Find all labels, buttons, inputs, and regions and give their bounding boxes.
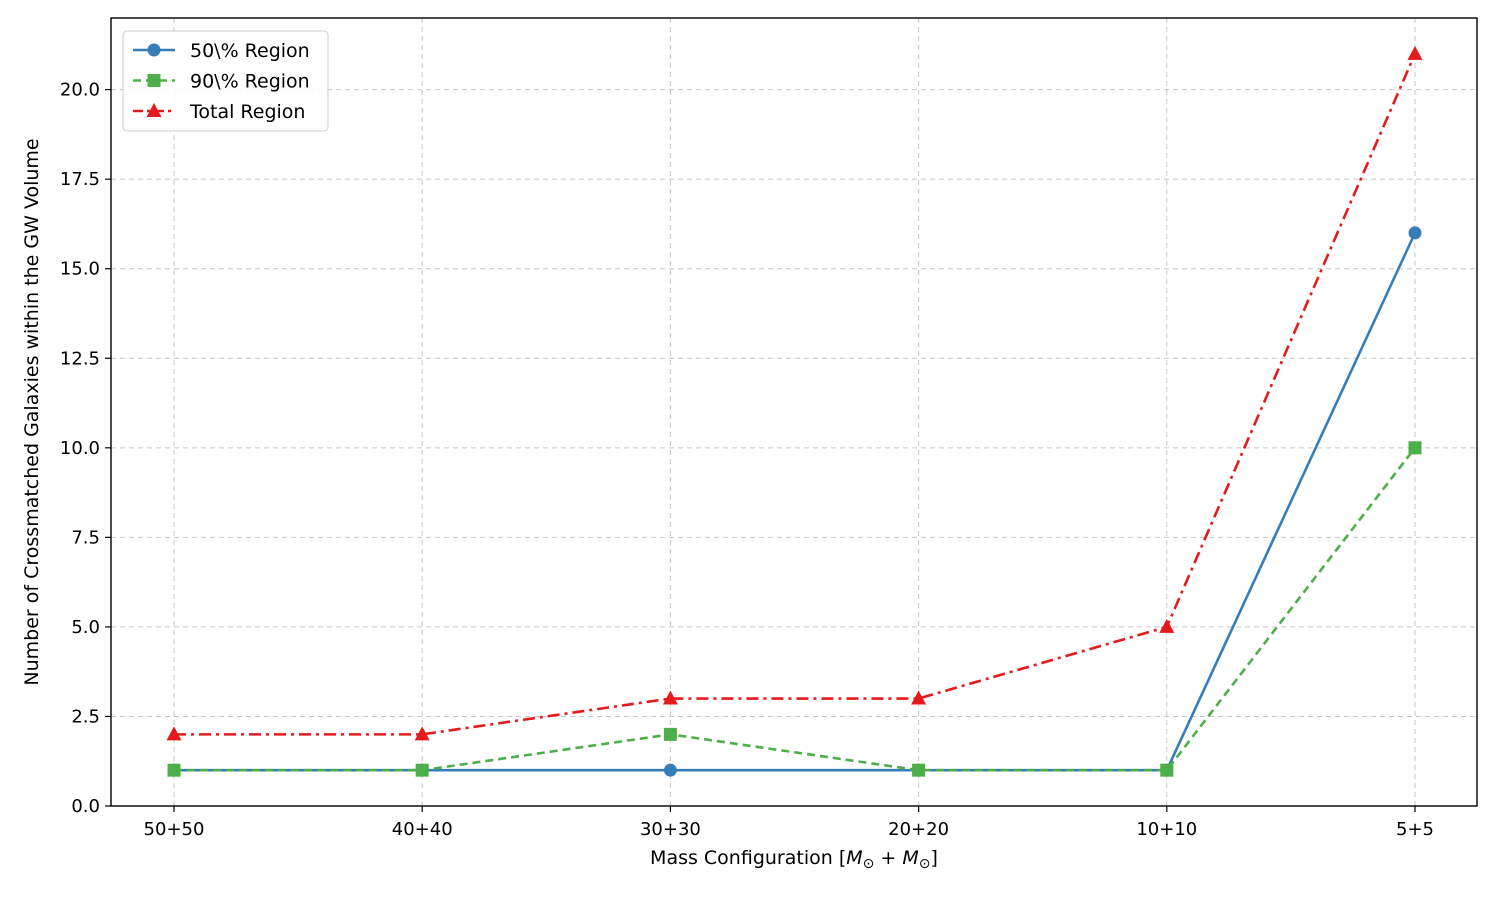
y-tick-label: 5.0 <box>71 617 100 638</box>
y-tick-label: 20.0 <box>60 80 100 101</box>
data-point <box>663 763 677 777</box>
series-2 <box>167 441 1422 777</box>
series-line <box>174 447 1417 772</box>
x-tick-label: 5+5 <box>1396 819 1434 840</box>
data-point <box>1160 763 1174 777</box>
y-tick-label: 17.5 <box>60 169 100 190</box>
x-axis-label-part: Mass Configuration [ <box>650 847 846 869</box>
y-tick-label: 0.0 <box>71 796 100 817</box>
legend-marker <box>146 103 162 117</box>
data-point <box>912 763 926 777</box>
x-axis-label-part: + <box>874 847 902 869</box>
data-point <box>1159 618 1175 633</box>
legend-label: 90\% Region <box>190 71 310 93</box>
x-tick-label: 40+40 <box>392 819 453 840</box>
y-axis-label: Number of Crossmatched Galaxies within t… <box>21 138 43 685</box>
y-tick-label: 10.0 <box>60 438 100 459</box>
x-axis-label-part: ] <box>931 847 938 869</box>
data-point <box>1407 45 1423 60</box>
x-axis-label: Mass Configuration [M⊙ + M⊙] <box>650 847 938 872</box>
series-3 <box>166 45 1423 741</box>
x-axis-label-part: ⊙ <box>863 856 875 872</box>
legend-box <box>122 30 329 132</box>
data-point <box>911 690 927 705</box>
ticks-layer: 50+50 40+40 30+30 20+20 10+10 5+5 0.0 2.5 5.0 7.5… <box>60 80 1434 840</box>
data-point <box>414 726 430 741</box>
data-point <box>415 763 429 777</box>
x-axis-label-part: M <box>846 847 862 869</box>
x-axis-label-part: ⊙ <box>919 856 931 872</box>
x-axis-label-part: M <box>902 847 918 869</box>
x-tick-label: 20+20 <box>888 819 949 840</box>
data-point <box>167 763 181 777</box>
y-tick-label: 15.0 <box>60 259 100 280</box>
series-1 <box>167 226 1422 777</box>
x-tick-label: 10+10 <box>1136 819 1197 840</box>
legend-label: Total Region <box>189 101 305 123</box>
legend-label: 50\% Region <box>190 40 310 62</box>
legend-marker <box>147 43 161 57</box>
x-tick-label: 30+30 <box>640 819 701 840</box>
series-layer <box>166 45 1423 777</box>
x-tick-label: 50+50 <box>144 819 205 840</box>
series-line <box>174 53 1417 736</box>
data-point <box>166 726 182 741</box>
data-point <box>1408 441 1422 455</box>
y-tick-label: 7.5 <box>71 527 100 548</box>
y-tick-label: 2.5 <box>71 706 100 727</box>
grid-layer <box>111 18 1477 807</box>
data-point <box>663 727 677 741</box>
legend-marker <box>147 74 161 87</box>
plot-frame <box>110 17 1478 807</box>
data-point <box>662 690 678 705</box>
y-tick-label: 12.5 <box>60 348 100 369</box>
legend: 50\% Region 90\% Region Total Region <box>122 30 329 132</box>
data-point <box>1408 226 1422 240</box>
series-line <box>174 232 1417 772</box>
